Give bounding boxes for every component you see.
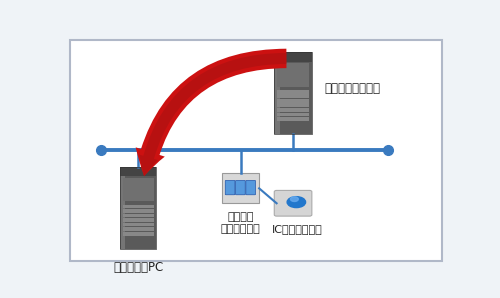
FancyBboxPatch shape [122, 204, 154, 208]
FancyBboxPatch shape [222, 173, 259, 203]
Circle shape [290, 197, 298, 201]
FancyBboxPatch shape [277, 103, 310, 107]
Text: アクセス
コントローラ: アクセス コントローラ [221, 212, 260, 234]
FancyBboxPatch shape [120, 167, 156, 249]
Text: 人事データベース: 人事データベース [324, 83, 380, 95]
FancyBboxPatch shape [274, 52, 312, 134]
FancyBboxPatch shape [122, 209, 154, 213]
FancyBboxPatch shape [277, 63, 310, 86]
FancyBboxPatch shape [122, 227, 154, 231]
Text: ICカードリーダ: ICカードリーダ [272, 224, 322, 234]
FancyBboxPatch shape [122, 223, 154, 226]
FancyArrowPatch shape [136, 49, 286, 176]
FancyBboxPatch shape [122, 232, 154, 235]
FancyBboxPatch shape [277, 117, 310, 121]
FancyBboxPatch shape [277, 99, 310, 103]
FancyBboxPatch shape [274, 52, 312, 62]
FancyBboxPatch shape [246, 180, 256, 195]
FancyBboxPatch shape [236, 180, 245, 195]
FancyBboxPatch shape [122, 218, 154, 222]
FancyBboxPatch shape [226, 180, 235, 195]
FancyBboxPatch shape [274, 190, 312, 216]
FancyBboxPatch shape [122, 214, 154, 217]
FancyArrowPatch shape [140, 53, 286, 176]
FancyBboxPatch shape [122, 178, 154, 201]
Text: 入退室管理PC: 入退室管理PC [113, 261, 163, 274]
FancyBboxPatch shape [277, 113, 310, 116]
Circle shape [287, 197, 306, 208]
FancyBboxPatch shape [120, 167, 156, 176]
FancyBboxPatch shape [277, 94, 310, 98]
FancyBboxPatch shape [277, 90, 310, 94]
FancyBboxPatch shape [120, 167, 125, 249]
FancyBboxPatch shape [70, 40, 442, 261]
FancyBboxPatch shape [274, 52, 280, 134]
FancyBboxPatch shape [277, 108, 310, 112]
